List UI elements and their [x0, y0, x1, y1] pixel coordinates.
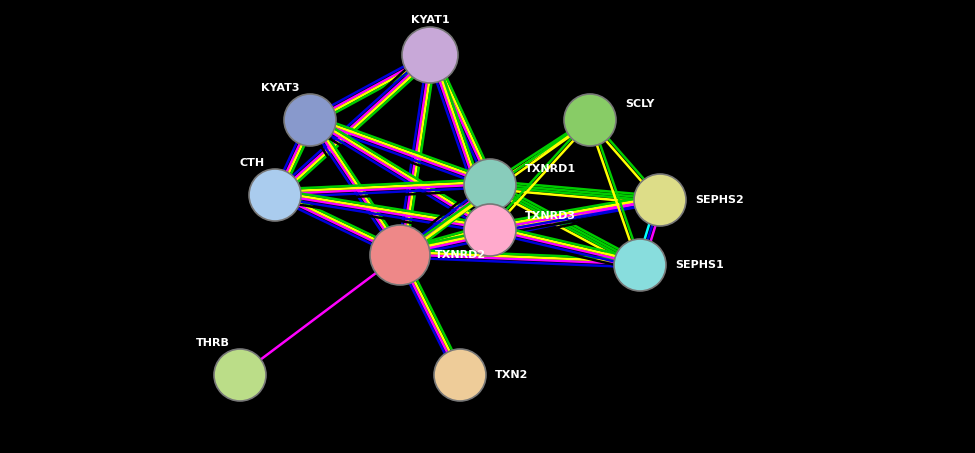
Circle shape: [249, 169, 301, 221]
Text: SEPHS2: SEPHS2: [695, 195, 744, 205]
Text: TXNRD1: TXNRD1: [525, 164, 576, 174]
Circle shape: [434, 349, 486, 401]
Text: THRB: THRB: [196, 338, 230, 348]
Circle shape: [370, 225, 430, 285]
Circle shape: [284, 94, 336, 146]
Circle shape: [564, 94, 616, 146]
Circle shape: [214, 349, 266, 401]
Text: SCLY: SCLY: [625, 99, 654, 109]
Circle shape: [464, 204, 516, 256]
Circle shape: [634, 174, 686, 226]
Text: TXN2: TXN2: [495, 370, 528, 380]
Text: KYAT3: KYAT3: [261, 83, 300, 93]
Text: CTH: CTH: [240, 158, 265, 168]
Text: KYAT1: KYAT1: [410, 15, 449, 25]
Text: TXNRD3: TXNRD3: [525, 211, 576, 221]
Text: SEPHS1: SEPHS1: [675, 260, 723, 270]
Text: TXNRD2: TXNRD2: [435, 250, 487, 260]
Circle shape: [464, 159, 516, 211]
Circle shape: [402, 27, 458, 83]
Circle shape: [614, 239, 666, 291]
